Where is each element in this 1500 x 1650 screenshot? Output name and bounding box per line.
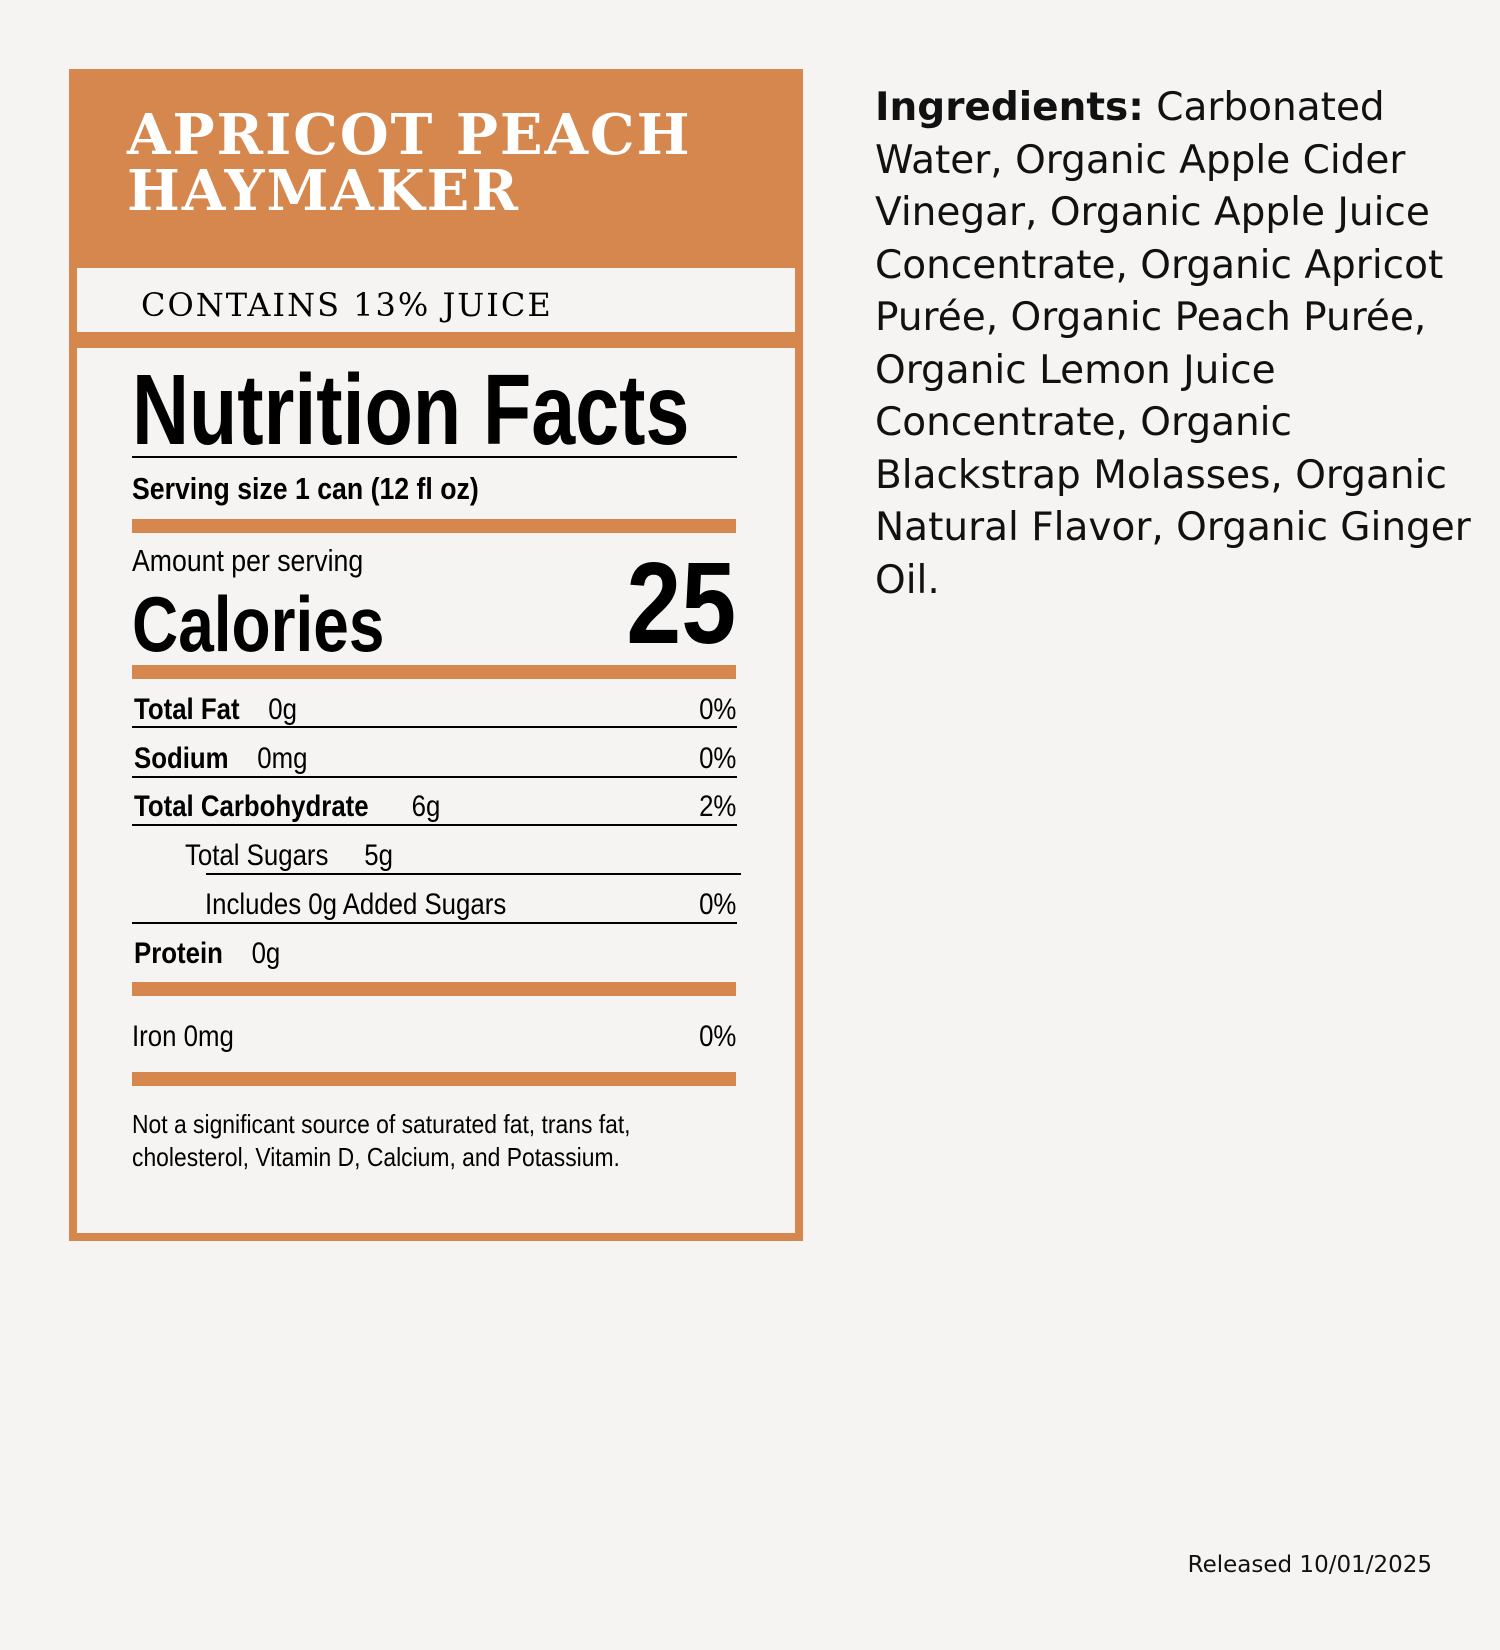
nutrient-label: Includes 0g Added Sugars [205, 888, 507, 921]
nutrient-row-added-sugars: Includes 0g Added Sugars 0% [205, 888, 736, 922]
thick-divider [132, 1072, 736, 1086]
nutrient-amount: 0g [251, 937, 281, 970]
serving-size: Serving size 1 can (12 fl oz) [132, 471, 479, 506]
nutrient-row-sodium: Sodium 0mg 0% [134, 742, 736, 776]
nutrient-amount: 0g [268, 693, 297, 726]
nutrient-label: Total Carbohydrate [134, 790, 369, 823]
nutrient-row-iron: Iron 0mg 0% [132, 1020, 736, 1054]
divider [132, 456, 737, 458]
nutrition-facts-title: Nutrition Facts [132, 354, 690, 466]
calories-label: Calories [132, 580, 385, 668]
release-date: Released 10/01/2025 [1187, 1552, 1432, 1578]
nutrient-amount: 0mg [257, 742, 308, 775]
nutrient-row-protein: Protein 0g [134, 937, 736, 971]
nutrient-amount: 6g [411, 790, 441, 823]
thick-divider [132, 982, 736, 996]
nutrient-label: Sodium [134, 742, 229, 775]
nutrient-dv: 2% [698, 790, 736, 823]
ingredients-label: Ingredients: [875, 85, 1144, 130]
divider [132, 922, 737, 924]
nutrient-label: Total Fat [134, 693, 240, 726]
divider [132, 726, 737, 728]
nutrient-label: Iron 0mg [132, 1020, 234, 1053]
product-name: APRICOT PEACH HAYMAKER [127, 107, 692, 219]
nutrient-amount: 5g [364, 839, 393, 872]
footnote: Not a significant source of saturated fa… [132, 1108, 631, 1174]
calories-value: 25 [626, 538, 736, 668]
amount-per-serving: Amount per serving [132, 543, 364, 578]
footnote-line: cholesterol, Vitamin D, Calcium, and Pot… [132, 1142, 620, 1172]
divider [132, 824, 737, 826]
nutrient-row-total-fat: Total Fat 0g 0% [134, 693, 736, 727]
product-name-line2: HAYMAKER [127, 158, 520, 224]
ingredients: Ingredients: Carbonated Water, Organic A… [875, 82, 1475, 607]
nutrition-facts-panel [69, 340, 803, 1241]
nutrient-dv: 0% [698, 1020, 736, 1053]
nutrient-dv: 0% [698, 742, 736, 775]
product-name-line1: APRICOT PEACH [127, 102, 692, 168]
nutrient-dv: 0% [698, 888, 736, 921]
thick-divider [132, 519, 736, 533]
nutrient-dv: 0% [698, 693, 736, 726]
nutrient-label: Total Sugars [185, 839, 329, 872]
product-header: APRICOT PEACH HAYMAKER [69, 69, 803, 268]
divider [132, 776, 737, 778]
thick-divider [132, 665, 736, 679]
juice-content-box: CONTAINS 13% JUICE [69, 268, 803, 340]
nutrient-row-total-carbohydrate: Total Carbohydrate 6g 2% [134, 790, 736, 824]
divider [206, 873, 741, 875]
nutrient-row-total-sugars: Total Sugars 5g [185, 839, 735, 873]
juice-content: CONTAINS 13% JUICE [141, 286, 553, 324]
ingredients-text: Carbonated Water, Organic Apple Cider Vi… [875, 85, 1471, 603]
footnote-line: Not a significant source of saturated fa… [132, 1109, 631, 1139]
nutrient-label: Protein [134, 937, 223, 970]
